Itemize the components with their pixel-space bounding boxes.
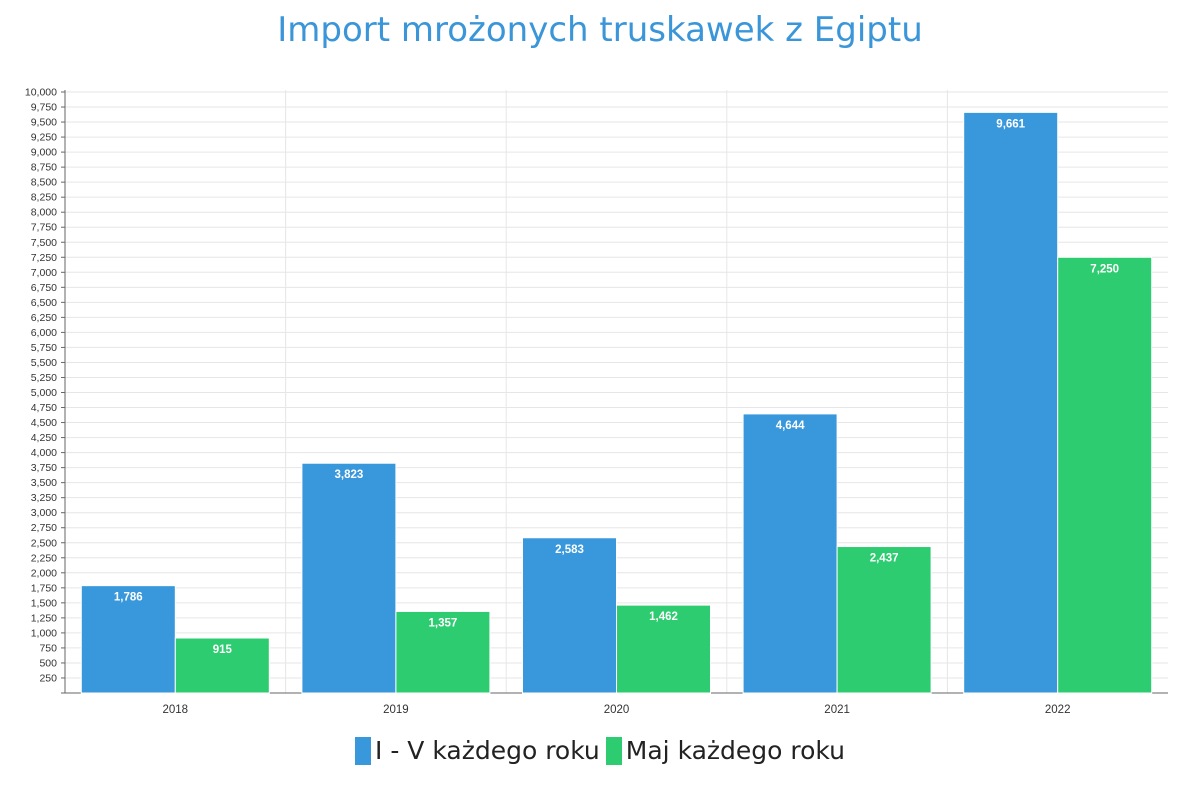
y-tick-label: 1,000: [31, 627, 57, 639]
y-tick-label: 7,250: [31, 252, 57, 264]
y-tick-label: 2,000: [31, 567, 57, 579]
data-label: 9,661: [996, 118, 1025, 130]
y-tick-label: 6,750: [31, 282, 57, 294]
bar-chart: 250 500 750 1,000 1,250 1,500 1,750 2,000 2,250 2…: [25, 87, 1168, 716]
y-tick-label: 8,000: [31, 207, 57, 219]
y-tick-label: 1,250: [31, 612, 57, 624]
y-tick-label: 5,750: [31, 342, 57, 354]
data-label: 3,823: [335, 469, 364, 481]
x-tick-label: 2020: [604, 704, 630, 716]
bar-2021-series-1: [742, 413, 838, 694]
y-tick-label: 3,250: [31, 492, 57, 504]
y-tick-label: 8,500: [31, 177, 57, 189]
legend-swatch-series-1: [355, 736, 372, 765]
bar-2019-series-1: [301, 462, 397, 694]
x-tick-label: 2022: [1045, 704, 1071, 716]
data-label: 7,250: [1090, 263, 1119, 275]
data-label: 2,437: [870, 553, 899, 565]
y-tick-label: 9,500: [31, 117, 57, 129]
y-tick-label: 4,000: [31, 447, 57, 459]
data-label: 4,644: [776, 420, 805, 432]
y-tick-label: 500: [39, 657, 57, 669]
data-label: 2,583: [555, 544, 584, 556]
y-tick-label: 1,750: [31, 582, 57, 594]
y-tick-label: 9,250: [31, 132, 57, 144]
data-label: 915: [213, 644, 233, 656]
y-tick-label: 9,000: [31, 147, 57, 159]
y-tick-label: 5,250: [31, 372, 57, 384]
data-label: 1,786: [114, 592, 143, 604]
y-tick-label: 3,750: [31, 462, 57, 474]
bar-2018-series-2: [174, 637, 270, 694]
y-tick-label: 3,000: [31, 507, 57, 519]
bar-2018-series-1: [80, 585, 176, 694]
y-tick-label: 10,000: [25, 87, 57, 99]
y-tick-label: 2,750: [31, 522, 57, 534]
y-tick-label: 6,500: [31, 297, 57, 309]
y-tick-label: 6,250: [31, 312, 57, 324]
y-tick-label: 9,750: [31, 102, 57, 114]
x-tick-label: 2021: [824, 704, 850, 716]
y-tick-label: 8,250: [31, 192, 57, 204]
bar-2021-series-2: [836, 546, 932, 694]
bar-2022-series-1: [963, 111, 1059, 694]
legend-swatch-series-2: [605, 736, 622, 765]
y-tick-label: 2,250: [31, 552, 57, 564]
y-tick-label: 4,750: [31, 402, 57, 414]
y-tick-label: 1,500: [31, 597, 57, 609]
y-tick-label: 7,500: [31, 237, 57, 249]
y-tick-label: 7,750: [31, 222, 57, 234]
data-label: 1,357: [429, 617, 458, 629]
legend-label-series-2: Maj każdego roku: [625, 736, 845, 765]
y-tick-label: 4,500: [31, 417, 57, 429]
bar-2020-series-2: [616, 604, 711, 694]
y-tick-label: 750: [39, 642, 57, 654]
bar-2019-series-2: [395, 610, 491, 694]
chart-title: Import mrożonych truskawek z Egiptu: [277, 10, 923, 50]
legend-item-series-2[interactable]: Maj każdego roku: [605, 736, 845, 765]
legend-item-series-1[interactable]: I - V każdego roku: [355, 736, 600, 765]
x-tick-label: 2018: [163, 704, 189, 716]
x-tick-label: 2019: [383, 704, 409, 716]
y-tick-label: 2,500: [31, 537, 57, 549]
y-tick-label: 8,750: [31, 162, 57, 174]
legend-label-series-1: I - V każdego roku: [375, 736, 600, 765]
y-tick-label: 3,500: [31, 477, 57, 489]
bar-2022-series-2: [1057, 256, 1153, 694]
y-tick-label: 5,500: [31, 357, 57, 369]
bar-2020-series-1: [522, 537, 617, 694]
y-tick-label: 6,000: [31, 327, 57, 339]
data-label: 1,462: [649, 611, 678, 623]
legend: I - V każdego roku Maj każdego roku: [0, 736, 1200, 765]
y-tick-label: 4,250: [31, 432, 57, 444]
y-tick-label: 250: [39, 672, 57, 684]
y-tick-label: 5,000: [31, 387, 57, 399]
y-tick-label: 7,000: [31, 267, 57, 279]
